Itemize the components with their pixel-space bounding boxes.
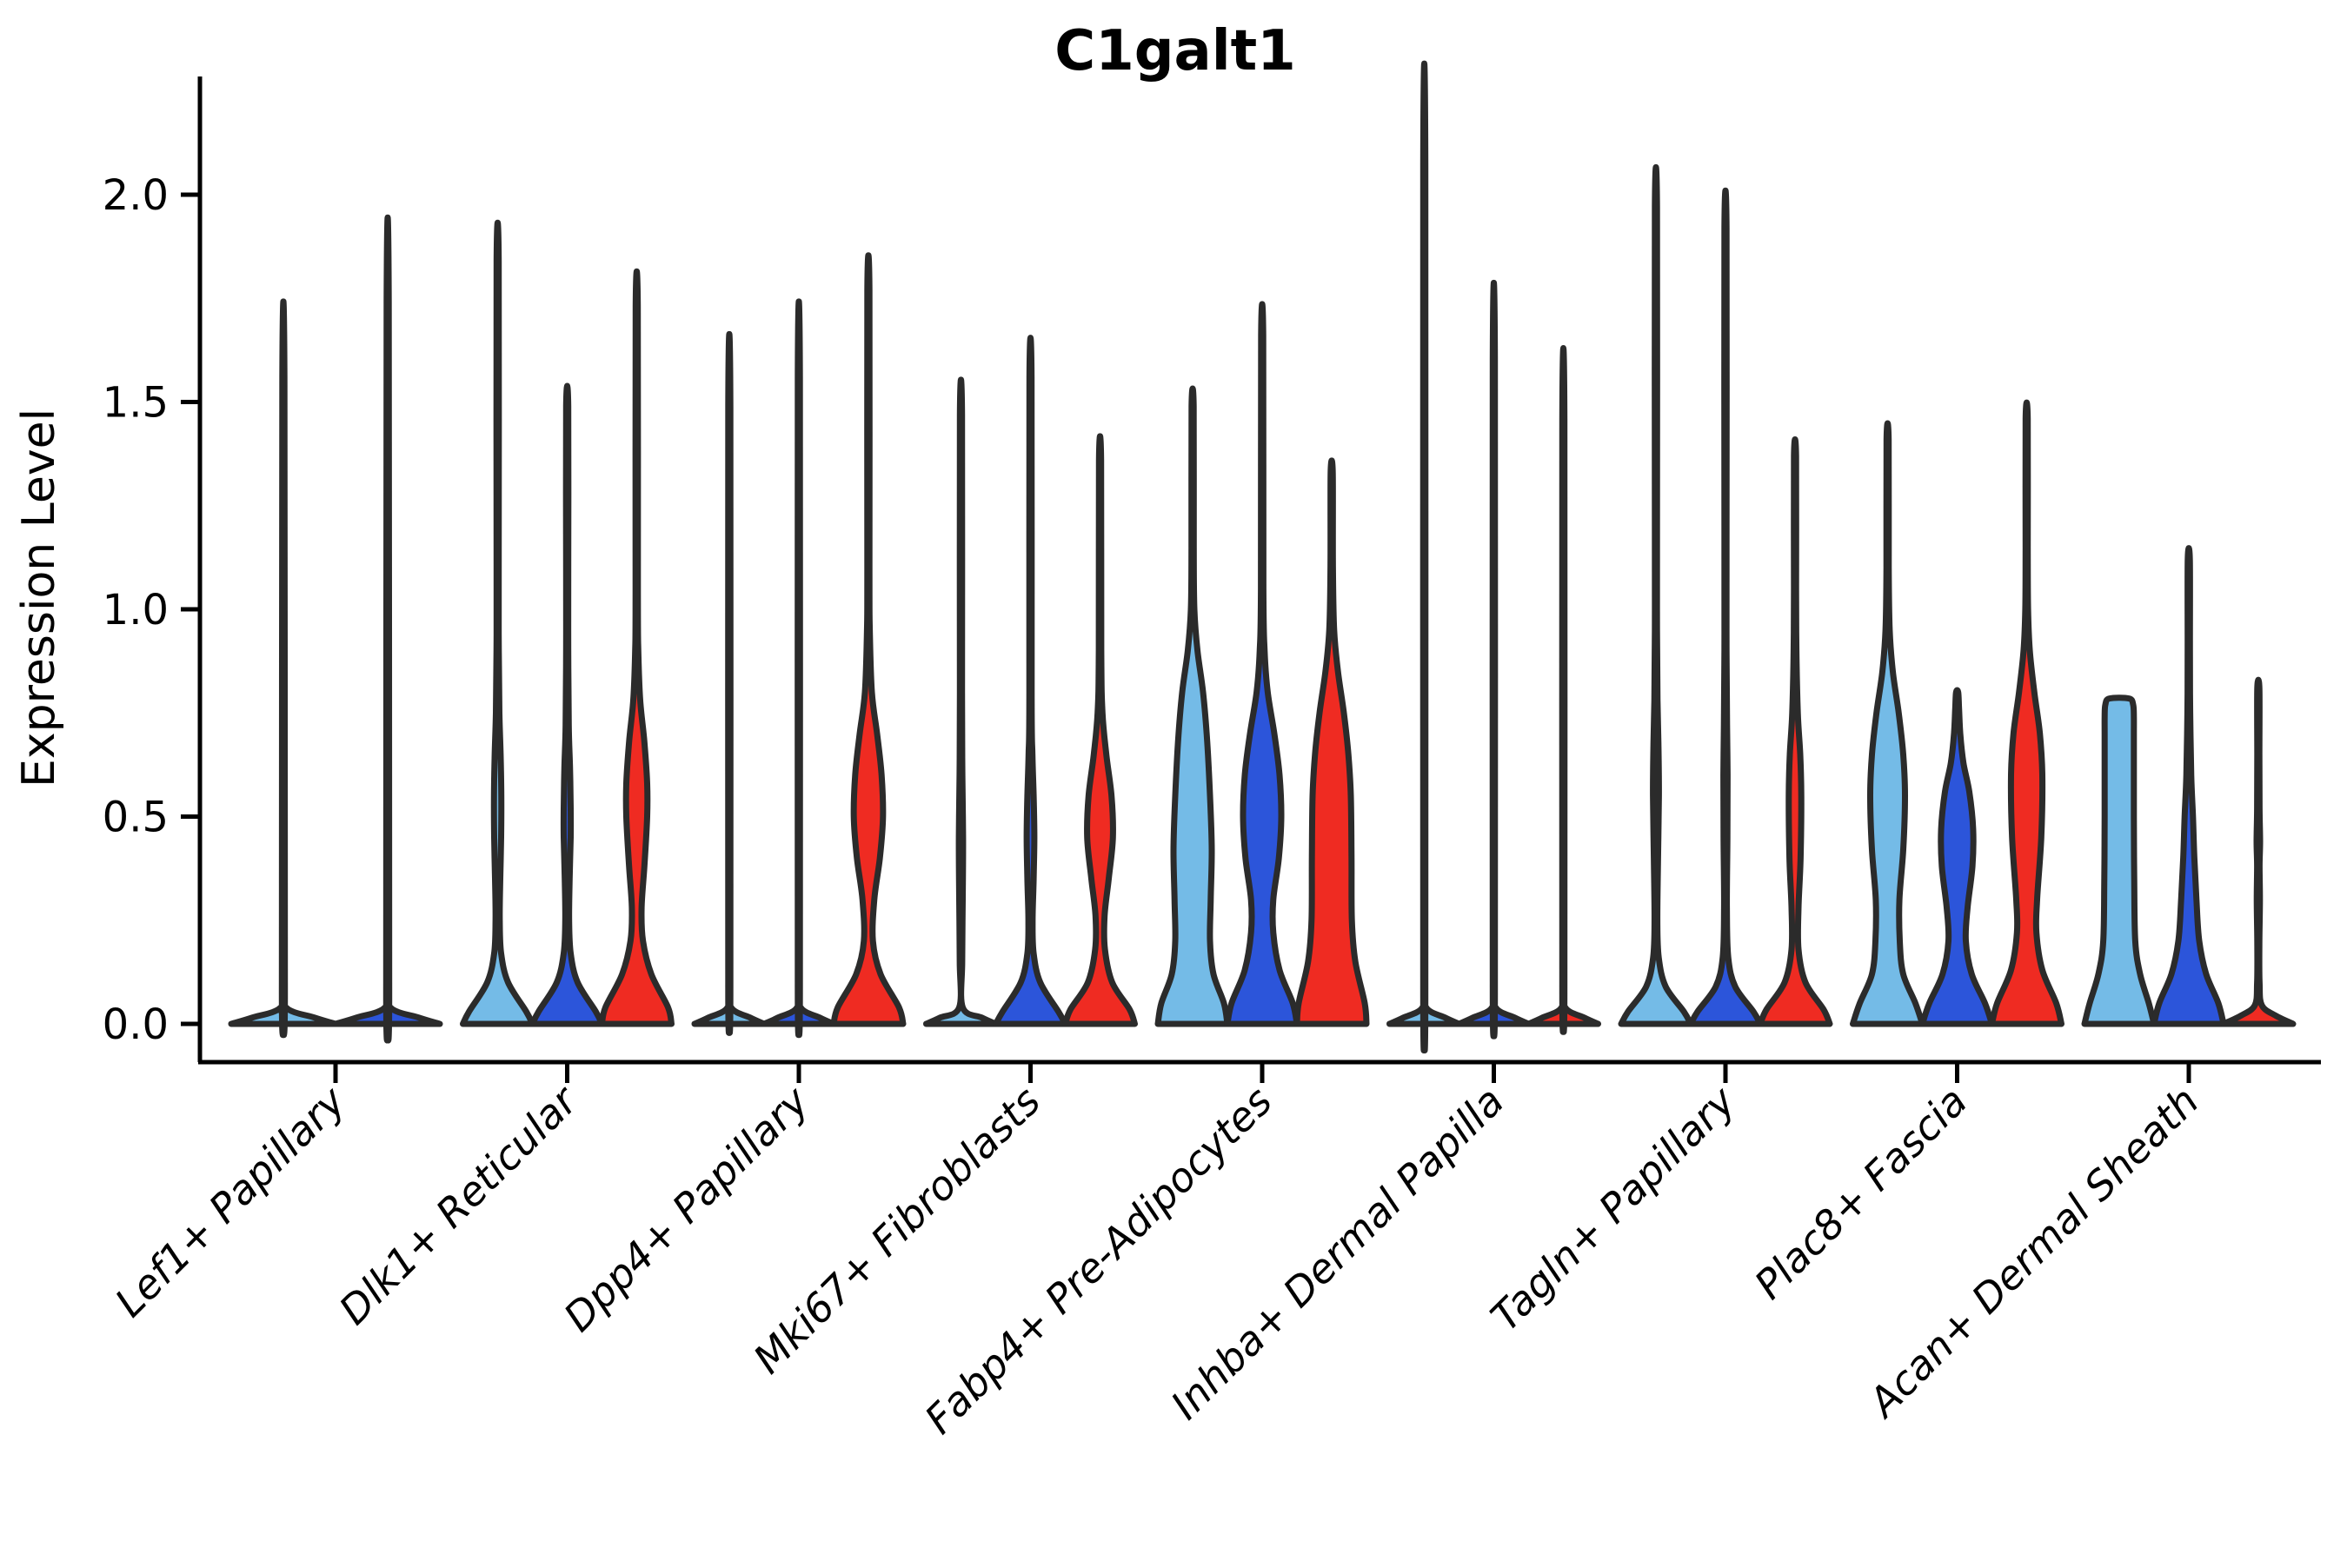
y-tick-label: 0.5 [103, 794, 169, 842]
violin-plac8-red [1989, 399, 2064, 1027]
violin-dlk1-lightblue [460, 220, 535, 1027]
violin-fabp4-blue [1224, 301, 1300, 1027]
violin-lef1-lightblue [228, 298, 339, 1039]
violin-inhba-red [1526, 345, 1601, 1035]
violin-dlk1-red [599, 269, 675, 1027]
y-tick-label: 1.5 [103, 379, 169, 428]
violin-plac8-lightblue [1850, 420, 1925, 1027]
violin-mki67-blue [993, 335, 1068, 1027]
y-tick-label: 0.0 [103, 1000, 169, 1049]
violin-tagln-red [1757, 435, 1833, 1027]
chart-title: C1galt1 [1054, 19, 1296, 83]
y-tick-label: 2.0 [103, 171, 169, 220]
violin-lef1-blue [332, 215, 443, 1044]
y-axis-label: Expression Level [13, 409, 65, 787]
violin-acan-blue [2151, 545, 2227, 1027]
violin-fabp4-lightblue [1154, 385, 1231, 1027]
violin-dpp4-blue [761, 298, 837, 1039]
violin-tagln-lightblue [1618, 163, 1694, 1027]
violin-dpp4-red [830, 252, 907, 1027]
violin-group [228, 60, 2297, 1053]
violin-inhba-blue [1456, 279, 1532, 1040]
violin-mki67-red [1062, 433, 1138, 1027]
violin-tagln-blue [1687, 188, 1764, 1027]
violin-dpp4-lightblue [691, 331, 768, 1036]
violin-dlk1-blue [529, 382, 605, 1027]
violin-acan-red [2220, 676, 2297, 1027]
violin-acan-lightblue [2081, 694, 2158, 1027]
violin-plac8-blue [1919, 687, 1995, 1027]
violin-mki67-lightblue [923, 376, 999, 1027]
y-tick-labels: 0.0 0.5 1.0 1.5 2.0 [103, 171, 200, 1049]
violin-inhba-lightblue [1386, 60, 1462, 1053]
axes [197, 76, 2321, 1065]
y-tick-label: 1.0 [103, 586, 169, 635]
violin-fabp4-red [1293, 457, 1370, 1027]
